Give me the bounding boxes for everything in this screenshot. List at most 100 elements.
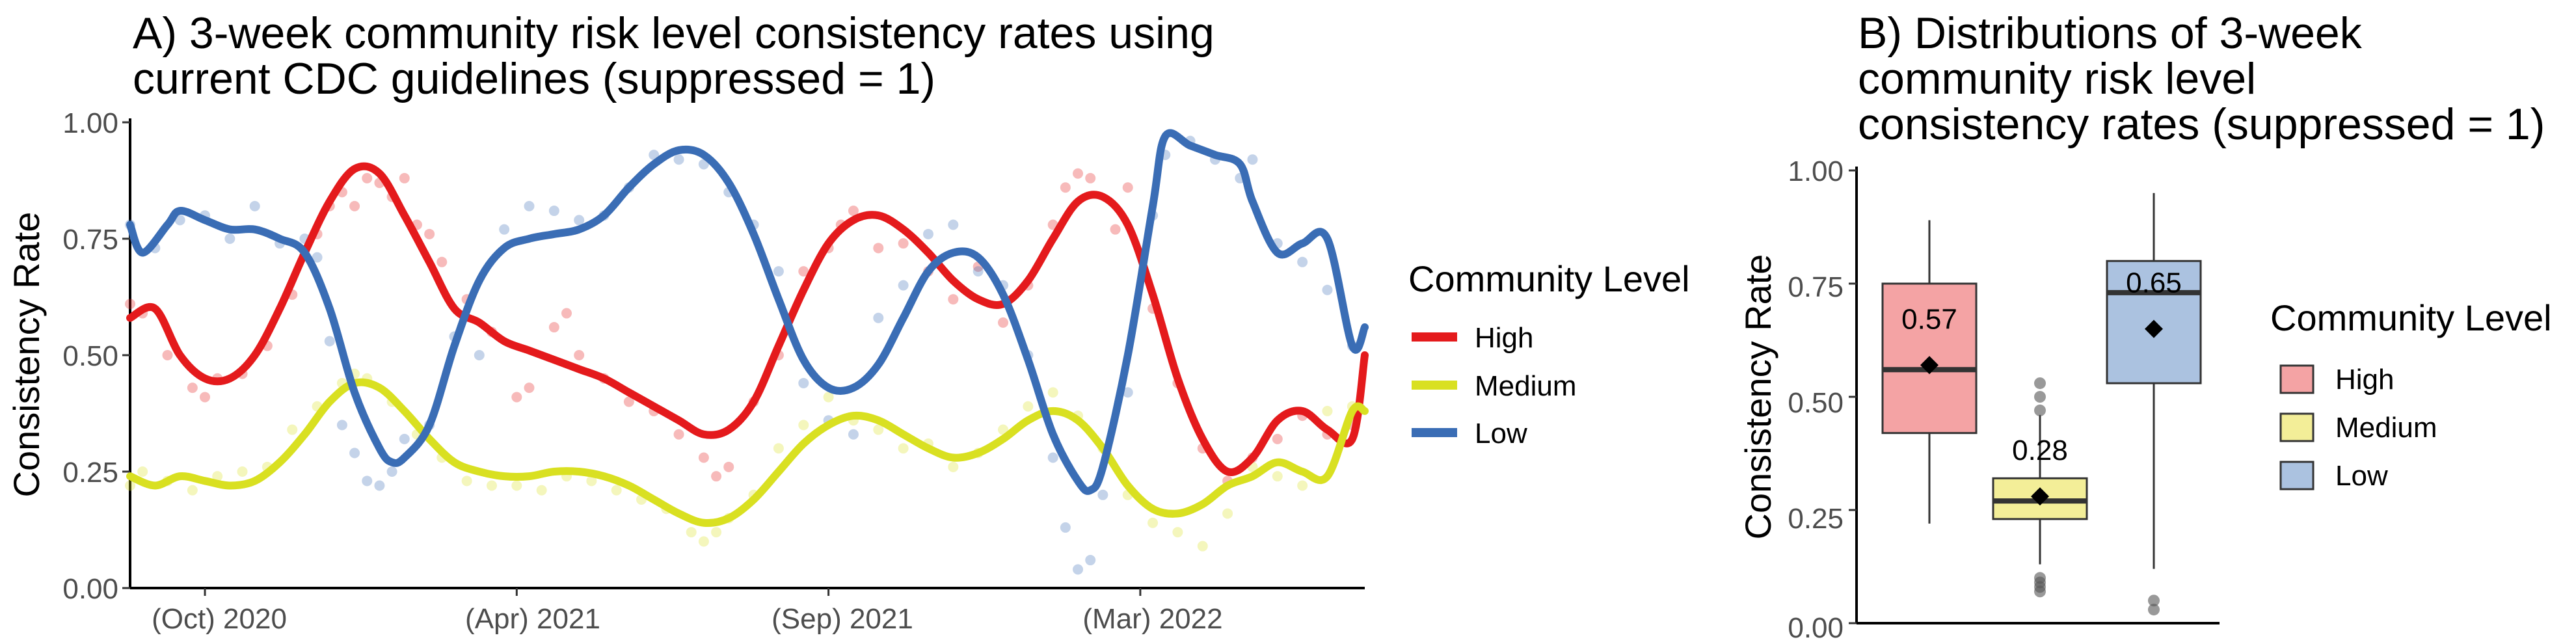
panel-a-y-tick-0-75: 0.75 — [62, 224, 118, 256]
data-point-low — [399, 433, 410, 444]
outlier-medium — [2034, 377, 2046, 390]
data-point-medium — [1147, 517, 1159, 528]
data-point-medium — [1172, 527, 1183, 538]
panel-b-y-tick-0-75: 0.75 — [1788, 271, 1844, 303]
data-point-high — [1272, 433, 1283, 444]
data-point-low — [673, 154, 684, 165]
mean-marker-medium — [2031, 487, 2049, 506]
data-point-medium — [873, 424, 884, 435]
data-point-high — [723, 461, 734, 472]
data-point-high — [524, 382, 535, 394]
panel-a-y-tick-0-25: 0.25 — [62, 457, 118, 489]
panel-b-y-tick-1-00: 1.00 — [1788, 155, 1844, 187]
data-point-medium — [1047, 387, 1058, 398]
panel-b-title-line-3: consistency rates (suppressed = 1) — [1858, 100, 2545, 149]
mean-marker-low — [2145, 319, 2163, 338]
panel-b-legend-title: Community Level — [2270, 297, 2552, 338]
data-point-low — [474, 350, 485, 360]
panel-b-title-line-2: community risk level — [1858, 54, 2256, 103]
data-point-low — [499, 224, 510, 235]
outlier-medium — [2034, 572, 2046, 584]
panel-a-plot-area — [122, 118, 1369, 596]
data-point-medium — [1272, 471, 1283, 482]
panel-b-legend-key-low — [2279, 461, 2314, 490]
data-point-low — [898, 280, 909, 291]
data-point-medium — [137, 466, 148, 477]
data-point-medium — [611, 485, 622, 496]
data-point-medium — [711, 527, 722, 538]
data-point-high — [1110, 224, 1121, 235]
data-point-medium — [798, 420, 809, 431]
panel-a-legend-label-high: High — [1475, 322, 1534, 354]
data-point-high — [548, 322, 559, 333]
data-point-medium — [187, 485, 198, 496]
data-point-low — [249, 200, 260, 211]
data-point-high — [673, 429, 684, 440]
data-point-high — [998, 317, 1009, 328]
panel-a-legend-title: Community Level — [1408, 258, 1690, 299]
data-point-low — [362, 476, 373, 487]
data-point-high — [1073, 168, 1084, 179]
data-point-high — [798, 266, 809, 277]
data-point-low — [374, 480, 385, 491]
data-point-high — [349, 200, 360, 211]
outlier-medium — [2034, 391, 2046, 403]
data-point-low — [524, 200, 535, 211]
series-line-medium — [126, 378, 1369, 528]
data-point-medium — [586, 476, 597, 487]
data-point-high — [1085, 172, 1096, 183]
panel-a-y-tick-0-00: 0.00 — [62, 573, 118, 605]
data-point-high — [698, 452, 709, 463]
panel-b-legend-key-high — [2279, 364, 2314, 394]
data-point-high — [873, 243, 884, 254]
data-point-medium — [237, 466, 248, 477]
panel-b-legend-label-high: High — [2335, 364, 2395, 396]
panel-b-plot-area: 0.57 0.28 0.65 — [1849, 167, 2220, 624]
data-point-medium — [212, 471, 223, 482]
panel-a-title-line-1: A) 3-week community risk level consisten… — [133, 8, 1214, 58]
panel-a-x-tick-mar-2022: (Mar) 2022 — [1082, 603, 1222, 635]
data-point-low — [1060, 522, 1071, 533]
data-point-high — [574, 350, 585, 360]
data-point-low — [922, 228, 933, 239]
panel-b-legend-label-medium: Medium — [2335, 412, 2437, 444]
data-point-medium — [486, 480, 497, 491]
data-point-high — [898, 238, 909, 249]
data-point-medium — [948, 461, 959, 472]
outlier-low — [2148, 604, 2160, 616]
data-point-high — [1060, 182, 1071, 193]
data-point-low — [224, 234, 235, 244]
data-point-high — [362, 172, 373, 183]
panel-a-x-tick-apr-2021: (Apr) 2021 — [465, 603, 600, 635]
data-point-low — [174, 215, 185, 226]
panel-a-y-tick-1-00: 1.00 — [62, 107, 118, 139]
data-point-high — [561, 308, 572, 319]
data-point-high — [1122, 182, 1133, 193]
series-line-low — [126, 129, 1369, 495]
data-point-medium — [1322, 405, 1333, 416]
data-point-low — [873, 312, 884, 323]
data-point-low — [1097, 489, 1108, 500]
data-point-medium — [287, 424, 298, 435]
data-point-medium — [1222, 508, 1233, 519]
panel-b-legend-key-medium — [2279, 412, 2314, 442]
panel-b-title-line-1: B) Distributions of 3-week — [1858, 8, 2363, 58]
panel-a: A) 3-week community risk level consisten… — [6, 8, 1690, 635]
panel-b-y-tick-0-50: 0.50 — [1788, 387, 1844, 419]
data-point-medium — [686, 527, 697, 538]
panel-b-legend-label-low: Low — [2335, 460, 2388, 492]
data-point-high — [125, 299, 135, 310]
data-point-low — [312, 252, 323, 263]
data-point-medium — [698, 536, 709, 547]
data-point-low — [798, 377, 809, 388]
mean-label-high: 0.57 — [1901, 303, 1957, 335]
data-point-high — [399, 172, 410, 183]
data-point-high — [424, 228, 435, 239]
panel-a-x-tick-oct-2020: (Oct) 2020 — [152, 603, 287, 635]
data-point-high — [848, 206, 859, 217]
data-point-high — [200, 392, 211, 403]
data-point-low — [1073, 564, 1084, 575]
data-point-high — [436, 256, 448, 267]
data-point-low — [848, 429, 859, 440]
